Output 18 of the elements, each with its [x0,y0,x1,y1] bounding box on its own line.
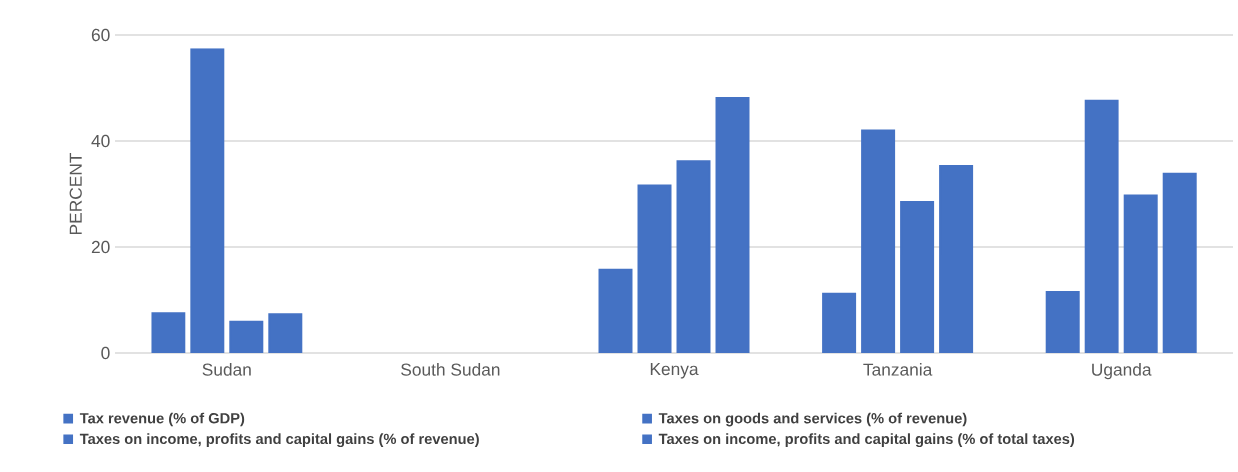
legend-label: Taxes on income, profits and capital gains (% of total taxes) [658,433,1075,448]
y-axis-title: PERCENT [69,153,82,234]
x-tick-label: Tanzania [863,363,933,376]
legend-label: Taxes on goods and services (% of revenue) [658,412,967,427]
y-tick-label: 40 [91,134,110,148]
legend-label: Taxes on income, profits and capital gains (% of revenue) [79,433,479,448]
x-tick-label: Sudan [202,363,251,376]
x-tick-label: Kenya [650,363,699,379]
bar [190,48,225,353]
legend-label: Tax revenue (% of GDP) [79,412,245,427]
bar [637,184,672,353]
bar [861,129,896,353]
x-tick-label: Uganda [1092,363,1152,380]
bar [1084,99,1119,353]
y-tick-label: 0 [101,346,110,360]
y-tick-label: 20 [91,240,110,254]
y-tick-label: 60 [91,28,110,42]
x-tick-label: South Sudan [401,363,500,376]
